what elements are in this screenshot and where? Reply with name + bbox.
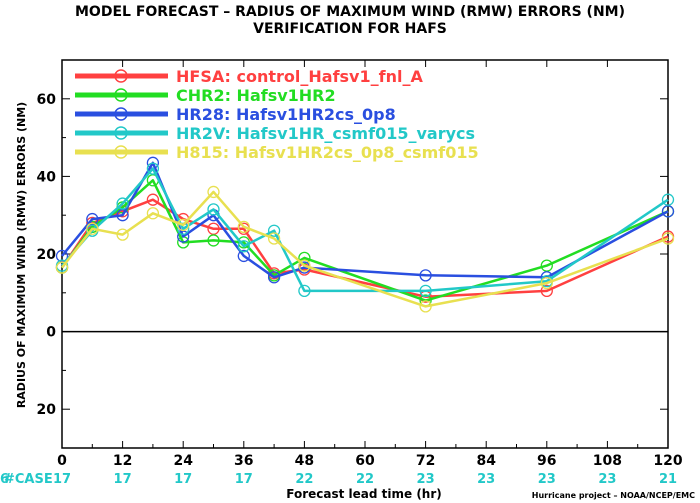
data-point-h815 [55,261,69,274]
case-count: 16 [0,472,9,487]
legend-marker-h815 [114,145,128,159]
series-line-hr2v [61,167,669,293]
case-count: 17 [53,472,71,487]
data-point-hr2v [298,284,311,298]
x-tick-label: 60 [355,453,375,469]
data-point-h815 [116,228,129,241]
case-count: 23 [538,472,556,487]
x-tick-label: 12 [113,453,132,469]
x-tick-label: 24 [173,453,193,469]
chart-title: MODEL FORECAST – RADIUS OF MAXIMUM WIND … [75,4,625,20]
legend-label-hr28: HR28: Hafsv1HR2cs_0p8 [176,105,396,124]
footer-credit: Hurricane project – NOAA/NCEP/EMC [532,491,695,500]
case-label: #CASE [4,472,53,487]
data-point-hfsa [146,193,160,206]
y-tick-label: 20 [37,247,57,263]
x-axis-label: Forecast lead time (hr) [286,487,442,501]
data-point-hr2v [237,240,250,253]
case-count: 22 [295,472,313,487]
case-count: 23 [417,472,435,487]
data-point-h815 [237,220,250,233]
legend-marker-hr2v [114,126,128,140]
data-point-hr2v [116,197,129,210]
y-tick-label: 0 [46,325,56,341]
data-point-h815 [207,185,220,199]
x-tick-label: 48 [295,453,314,469]
data-point-h815 [177,218,190,232]
data-point-hr2v [146,162,160,175]
data-point-h815 [661,232,675,245]
y-tick-label: 60 [37,92,57,108]
y-tick-label: 20 [37,402,57,418]
legend-marker-hfsa [114,69,128,83]
data-point-hr2v [207,203,220,216]
legend-label-h815: H815: Hafsv1HR2cs_0p8_csmf015 [176,143,479,162]
data-point-chr2 [207,234,220,247]
data-point-hfsa [540,284,553,298]
data-point-h815 [298,259,311,272]
data-point-h815 [419,300,432,313]
y-tick-label: 40 [37,169,57,185]
case-count: 23 [598,472,616,487]
series-line-h815 [61,190,669,308]
case-count: 21 [659,472,677,487]
data-point-hr28 [267,271,281,284]
data-point-hr2v [267,224,281,237]
data-point-hr2v [661,193,675,206]
case-count: 22 [356,472,374,487]
x-tick-label: 120 [653,453,682,469]
x-tick-label: 84 [476,453,496,469]
data-point-h815 [146,207,160,220]
data-point-hr28 [419,269,432,282]
data-point-hr28 [237,249,250,263]
x-tick-label: 0 [57,453,67,469]
data-point-h815 [86,222,99,235]
case-count: 17 [114,472,132,487]
case-count: 23 [477,472,495,487]
legend-label-hr2v: HR2V: Hafsv1HR_csmf015_varycs [176,124,475,143]
x-tick-label: 72 [416,453,435,469]
x-tick-label: 36 [234,453,253,469]
legend-marker-chr2 [114,88,128,102]
chart-subtitle: VERIFICATION FOR HAFS [253,21,447,37]
x-tick-label: 108 [593,453,622,469]
data-point-chr2 [298,251,311,265]
legend-label-hfsa: HFSA: control_Hafsv1_fnl_A [176,67,423,86]
case-count: 17 [235,472,253,487]
case-count: 17 [174,472,192,487]
data-point-h815 [540,276,553,290]
legend-marker-hr28 [114,107,128,121]
data-point-hr2v [419,284,432,298]
y-axis-label: RADIUS OF MAXIMUM WIND (RMW) ERRORS (NM) [15,102,28,408]
x-tick-label: 96 [537,453,556,469]
data-point-h815 [267,232,281,245]
legend-label-chr2: CHR2: Hafsv1HR2 [176,86,336,105]
